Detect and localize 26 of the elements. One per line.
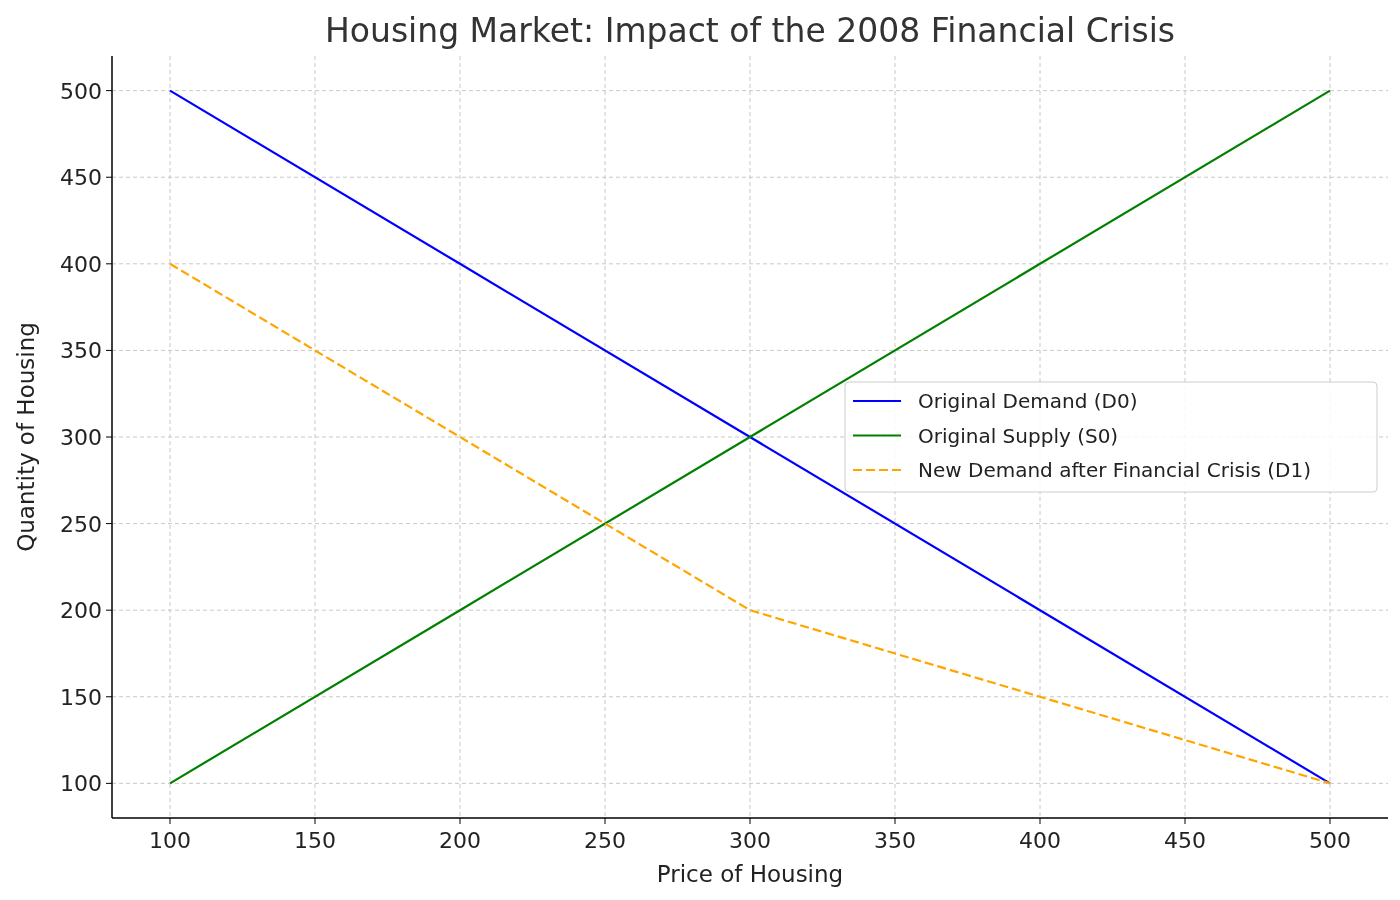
- y-tick-label: 300: [60, 425, 102, 450]
- y-tick-label: 200: [60, 598, 102, 624]
- x-tick-label: 300: [729, 828, 771, 853]
- x-tick-label: 250: [584, 828, 626, 853]
- y-tick-label: 150: [60, 684, 102, 710]
- line-series: [168, 89, 1332, 785]
- x-tick-label: 200: [439, 828, 481, 853]
- line-series: [168, 262, 1332, 785]
- y-tick-label: 500: [60, 78, 102, 104]
- legend-label: Original Demand (D0): [918, 389, 1138, 413]
- x-tick-label: 100: [149, 828, 191, 853]
- y-tick-label: 400: [60, 251, 102, 277]
- legend-label: New Demand after Financial Crisis (D1): [918, 458, 1311, 482]
- y-tick-label: 250: [60, 511, 102, 537]
- y-tick-label: 100: [60, 771, 102, 797]
- y-tick-label: 350: [60, 338, 102, 364]
- x-tick-label: 400: [1019, 828, 1061, 853]
- x-tick-label: 350: [874, 828, 916, 853]
- x-tick-label: 150: [294, 828, 336, 853]
- x-tick-label: 500: [1309, 828, 1351, 853]
- y-tick-label: 450: [60, 165, 102, 191]
- x-tick-label: 450: [1164, 828, 1206, 853]
- chart-title: Housing Market: Impact of the 2008 Financial Crisis: [324, 11, 1176, 50]
- y-axis-title: Quantity of Housing: [13, 322, 39, 552]
- x-axis-title: Price of Housing: [656, 861, 844, 887]
- legend-label: Original Supply (S0): [918, 423, 1119, 448]
